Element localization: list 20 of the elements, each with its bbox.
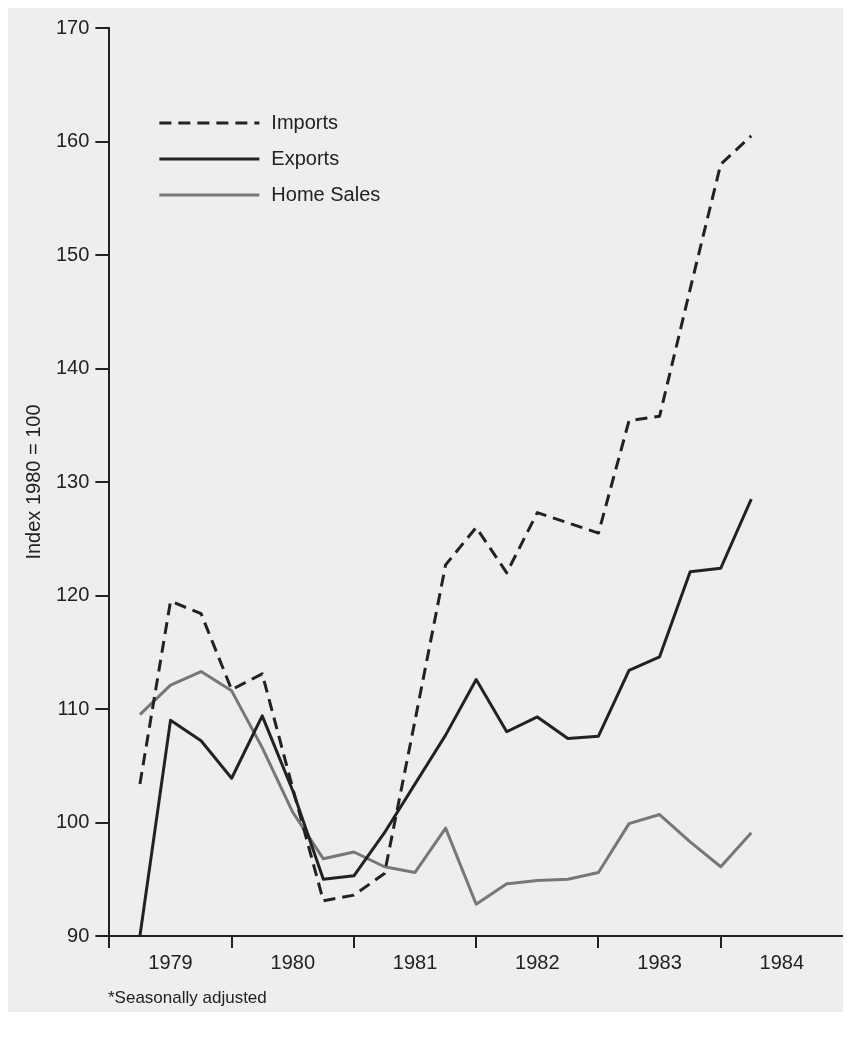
y-tick-label: 170 (55, 15, 90, 38)
legend-label: Exports (271, 146, 340, 169)
x-tick-label: 1984 (759, 950, 805, 973)
legend-label: Home Sales (271, 182, 381, 205)
x-tick-label: 1979 (148, 950, 193, 973)
y-tick-label: 130 (55, 469, 90, 492)
y-tick-label: 160 (55, 129, 90, 152)
legend-label: Imports (271, 110, 339, 133)
x-tick-label: 1980 (270, 950, 316, 973)
y-tick-label: 90 (67, 923, 90, 946)
x-tick-label: 1982 (515, 950, 560, 973)
x-tick-label: 1981 (392, 950, 438, 973)
y-tick-label: 110 (57, 696, 90, 719)
x-tick-label: 1983 (637, 950, 682, 973)
y-tick-label: 150 (55, 242, 90, 265)
y-tick-label: 120 (55, 583, 90, 606)
y-axis-title: Index 1980 = 100 (21, 404, 44, 560)
text: *Seasonally adjusted (107, 988, 268, 1009)
y-tick-label: 140 (55, 356, 90, 379)
y-tick-label: 100 (55, 810, 90, 833)
